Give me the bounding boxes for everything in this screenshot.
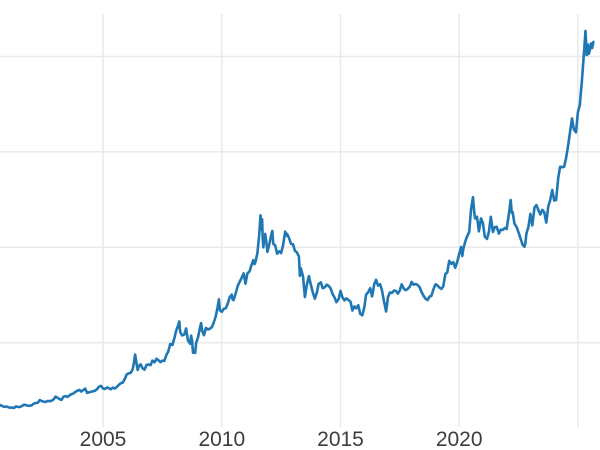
- price-line-series: [0, 29, 595, 410]
- gridlines: [0, 14, 600, 427]
- x-tick-label-2010: 2010: [198, 428, 245, 450]
- x-tick-label-2005: 2005: [80, 428, 127, 450]
- x-tick-label-2015: 2015: [317, 428, 364, 450]
- x-tick-label-2020: 2020: [436, 428, 483, 450]
- price-line: [0, 29, 595, 410]
- x-axis-tick-labels: 2005 2010 2015 2020: [80, 428, 483, 450]
